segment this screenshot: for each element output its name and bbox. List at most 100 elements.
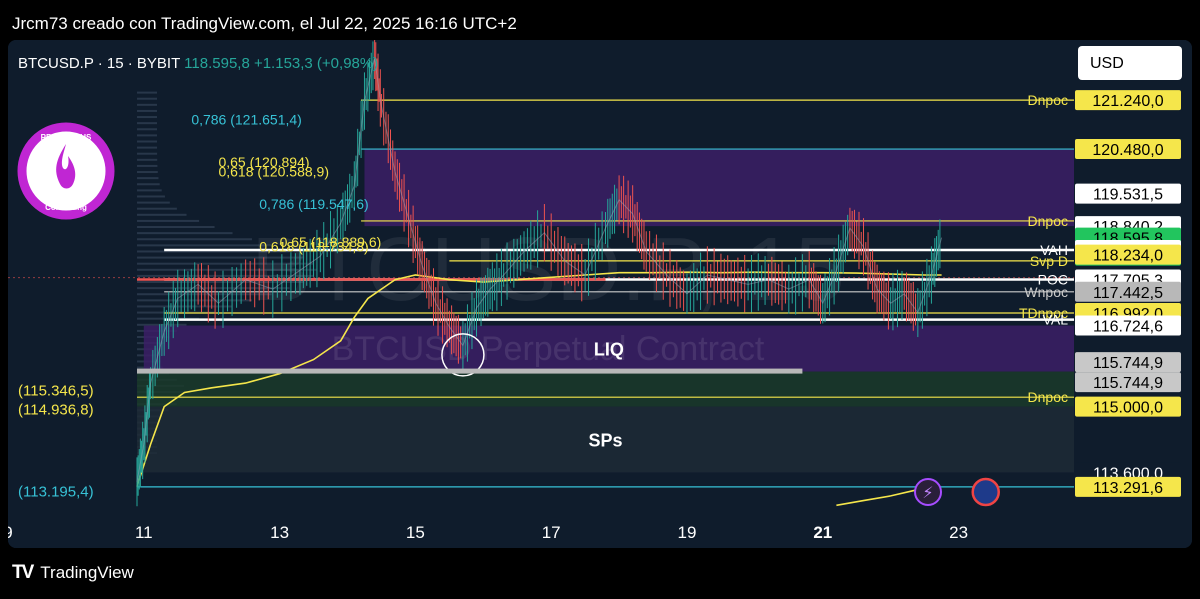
x-tick-label: 13 [270,523,289,542]
volume-profile-bar [137,171,158,174]
volume-profile-bar [137,109,158,112]
level-label: Dnpoc [1028,389,1068,405]
fib-label: 0,618 (120.588,9) [218,163,329,179]
price-tag-label: 119.531,5 [1093,187,1163,204]
price-tag-label: 116.724,6 [1093,319,1163,336]
chart-panel[interactable]: LIQ SPs BTCUSD.P, 15 BTCUSD Perpetual Cont… [8,40,1192,548]
price-tag [1075,476,1181,497]
volume-profile-bar [137,219,200,222]
level-label: TDnpoc [1019,305,1068,321]
fib-label: 0,786 (121.651,4) [191,112,302,128]
volume-profile-bar [137,293,272,296]
volume-profile-bar [137,244,272,247]
logo-text-top: PROMETEUS [41,133,92,142]
volume-profile-bar [137,287,290,290]
chart-attribution: Jrcm73 creado con TradingView.com, el Ju… [12,14,517,33]
lightning-icon [914,478,943,506]
zone-label-liq: LIQ [594,340,624,360]
symbol-info: BTCUSD.P · 15 · BYBIT 118.595,8 +1.153,3… [18,55,378,72]
price-tag-label: 115.744,9 [1093,375,1163,392]
price-tag [1075,281,1181,302]
level-label: Svp D [1030,253,1068,269]
level-label: VAH [1040,242,1068,258]
volume-profile-bar [137,213,187,216]
volume-profile-bar [137,164,158,167]
currency-label: USD [1090,55,1124,72]
watermark-description: BTCUSD Perpetual Contract [332,330,765,368]
price-tag-label: 121.240,0 [1092,93,1163,110]
price-tag [1075,90,1181,111]
x-tick-label: 21 [813,523,832,542]
volume-profile-bar [137,232,233,235]
price-tag [1075,372,1181,393]
x-tick-label: 23 [949,523,968,542]
tradingview-logo-icon: TV [12,562,34,583]
x-tick-label: 17 [542,523,561,542]
price-line [136,58,943,482]
volume-profile-bar [137,183,160,186]
flame-icon [56,144,76,189]
x-tick-label: 15 [406,523,425,542]
price-tag [1075,244,1181,265]
volume-profile-bar [137,268,318,271]
price-tag-label: 120.480,0 [1092,142,1163,159]
symbol-price: 118.595,8 +1.153,3 (+0,98%) [184,55,378,72]
left-price-label: (114.936,8) [18,402,94,419]
volume-profile-bar [137,116,158,119]
price-tag [1075,183,1181,204]
volume-profile-bar [137,97,158,100]
price-tag [1075,396,1181,417]
volume-profile-bar [137,91,158,94]
zone-liq [143,325,1075,372]
price-tag-label: 117.442,5 [1093,285,1163,302]
currency-selector [1078,46,1182,80]
volume-profile-bar [137,152,158,155]
fib-label: 0,65 (118.889,6) [280,234,382,250]
logo-text-bottom: Consulting [45,203,87,212]
price-tag-label: 113.291,6 [1093,480,1163,497]
volume-profile-bar [137,146,158,149]
volume-profile-bar [137,158,158,161]
volume-profile-bar [137,281,305,284]
fib-label: 0,618 (118.734,8) [259,239,369,255]
volume-profile-bar [137,262,314,265]
price-tag-label: 115.000,0 [1093,400,1163,417]
lightning-icon-glyph: ⚡ [922,483,933,502]
zone-upper-purple [364,149,1074,227]
volume-profile-bar [137,189,162,192]
level-label: POC [1038,271,1068,287]
x-tick-label: 19 [678,523,697,542]
volume-profile-bar [137,134,158,137]
volume-profile-bar [137,128,158,131]
level-label: Dnpoc [1028,213,1068,229]
price-tag [1075,139,1181,160]
zone-label-sps: SPs [588,431,622,451]
volume-profile-bar [137,207,177,210]
fib-label: 0,786 (119.547,6) [259,196,369,212]
price-tag [1075,352,1181,373]
zone-sps [137,406,1075,473]
liq-bar [137,368,803,374]
volume-profile-bar [137,103,158,106]
volume-profile-bar [137,122,158,125]
left-price-label: (115.346,5) [18,382,94,399]
volume-profile-bar [137,256,305,259]
level-label: VAL [1043,312,1069,328]
volume-profile-bar [137,140,158,143]
footer-brand: TradingView [40,563,134,582]
volume-profile-bar [137,226,215,229]
volume-profile-bar [137,238,252,241]
price-tag-label: 118.234,0 [1093,248,1163,265]
left-price-label: (113.195,4) [18,483,94,500]
volume-profile-bar [137,201,170,204]
x-tick-label: 9 [8,523,13,542]
footer: TV TradingView [12,562,134,584]
fib-label: 0,65 (120.894) [218,154,309,170]
liq-marker-circle [441,333,485,377]
volume-profile-bar [137,195,165,198]
volume-profile-bar [137,250,290,253]
volume-profile-bar [137,177,159,180]
price-tag [1075,315,1181,336]
us-flag-icon [971,477,1000,507]
